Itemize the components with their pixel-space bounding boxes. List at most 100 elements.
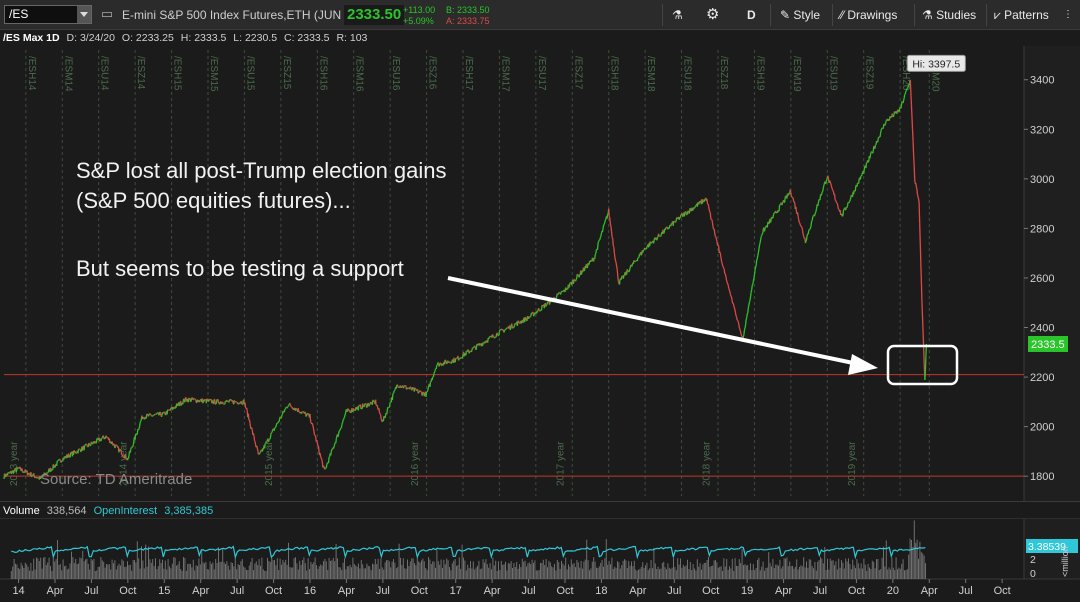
price-segment <box>125 458 128 461</box>
y-tick-label: 2200 <box>1030 372 1054 384</box>
price-segment <box>772 212 775 216</box>
price-segment <box>517 320 520 323</box>
price-segment <box>137 428 140 431</box>
price-segment <box>827 175 830 179</box>
price-segment <box>256 447 259 452</box>
gear-icon[interactable]: ⚙ <box>706 6 720 23</box>
price-segment <box>751 285 753 290</box>
style-button[interactable]: ✎ Style <box>780 5 820 25</box>
price-segment <box>268 438 271 441</box>
price-segment <box>911 128 914 142</box>
period-button[interactable]: D <box>747 8 756 22</box>
price-segment <box>249 423 252 428</box>
price-segment <box>19 467 22 471</box>
price-segment <box>738 327 741 330</box>
x-tick-label: 15 <box>158 585 170 597</box>
price-segment <box>849 199 851 202</box>
drawings-button[interactable]: ⁄⁄ Drawings <box>840 5 897 25</box>
open-interest-value: 3,385,385 <box>164 505 214 517</box>
price-segment <box>805 239 808 242</box>
price-segment <box>503 329 506 332</box>
price-segment <box>735 317 738 321</box>
price-segment <box>427 385 430 388</box>
price-segment <box>149 413 152 416</box>
more-icon[interactable]: ⋮ <box>1063 9 1073 20</box>
price-segment <box>734 309 737 314</box>
price-segment <box>513 323 516 326</box>
price-segment <box>798 219 800 223</box>
price-segment <box>610 231 613 238</box>
price-segment <box>817 203 819 207</box>
price-segment <box>760 234 763 237</box>
contract-label: /ESM16 <box>354 56 365 92</box>
price-segment <box>846 202 849 206</box>
price-segment <box>440 362 442 366</box>
price-segment <box>753 270 756 275</box>
price-segment <box>607 213 609 215</box>
price-segment <box>865 162 868 169</box>
studies-button[interactable]: ⚗ Studies <box>922 5 976 25</box>
price-segment <box>5 473 8 475</box>
price-segment <box>132 439 135 445</box>
price-segment <box>879 133 882 138</box>
price-segment <box>900 102 903 107</box>
flask-icon[interactable]: ⚗ <box>672 8 683 22</box>
price-segment <box>290 406 292 408</box>
price-chart[interactable]: /ESH14/ESM14/ESU14/ESZ14/ESH15/ESM15/ESU… <box>0 46 1080 501</box>
price-segment <box>784 195 787 198</box>
price-segment <box>574 279 576 282</box>
price-segment <box>212 399 215 404</box>
price-segment <box>421 393 424 396</box>
price-segment <box>488 336 490 339</box>
price-segment <box>853 189 856 192</box>
price-segment <box>634 260 637 263</box>
price-segment <box>799 224 802 227</box>
price-segment <box>260 449 263 451</box>
contract-label: /ESZ16 <box>427 56 438 90</box>
price-segment <box>557 293 559 296</box>
price-segment <box>615 262 618 266</box>
price-segment <box>656 237 659 241</box>
price-segment <box>924 371 927 381</box>
x-tick-label: 16 <box>304 585 316 597</box>
price-segment <box>798 222 801 224</box>
price-segment <box>316 440 318 444</box>
price-segment <box>342 419 345 421</box>
symbol-selector[interactable]: /ES <box>4 5 92 24</box>
price-segment <box>175 403 178 408</box>
patterns-button[interactable]: ⩗ Patterns <box>994 5 1049 25</box>
price-segment <box>506 327 508 329</box>
price-segment <box>85 443 88 446</box>
price-segment <box>74 451 77 454</box>
price-segment <box>522 319 525 323</box>
price-segment <box>848 201 851 203</box>
price-segment <box>921 302 924 320</box>
price-segment <box>543 304 546 309</box>
price-segment <box>833 194 836 200</box>
price-segment <box>248 419 251 424</box>
price-segment <box>748 300 751 302</box>
price-segment <box>809 225 812 229</box>
price-segment <box>86 444 89 447</box>
price-segment <box>121 454 124 457</box>
link-icon[interactable]: ▭ <box>100 6 114 21</box>
contract-label: /ESZ18 <box>718 56 729 90</box>
price-segment <box>497 334 500 337</box>
price-segment <box>836 202 838 205</box>
price-segment <box>275 424 278 428</box>
price-segment <box>557 292 560 294</box>
price-segment <box>644 247 647 250</box>
price-segment <box>836 203 839 207</box>
price-segment <box>757 252 760 256</box>
price-segment <box>915 186 918 190</box>
price-segment <box>280 417 282 419</box>
price-segment <box>505 327 508 330</box>
price-segment <box>314 434 316 436</box>
price-segment <box>813 214 816 217</box>
price-segment <box>340 424 343 428</box>
open-interest-axis-value: 3.38539 <box>1028 541 1066 553</box>
contract-label: /ESM14 <box>62 56 73 92</box>
chevron-down-icon[interactable] <box>77 6 91 23</box>
price-segment <box>613 253 616 258</box>
